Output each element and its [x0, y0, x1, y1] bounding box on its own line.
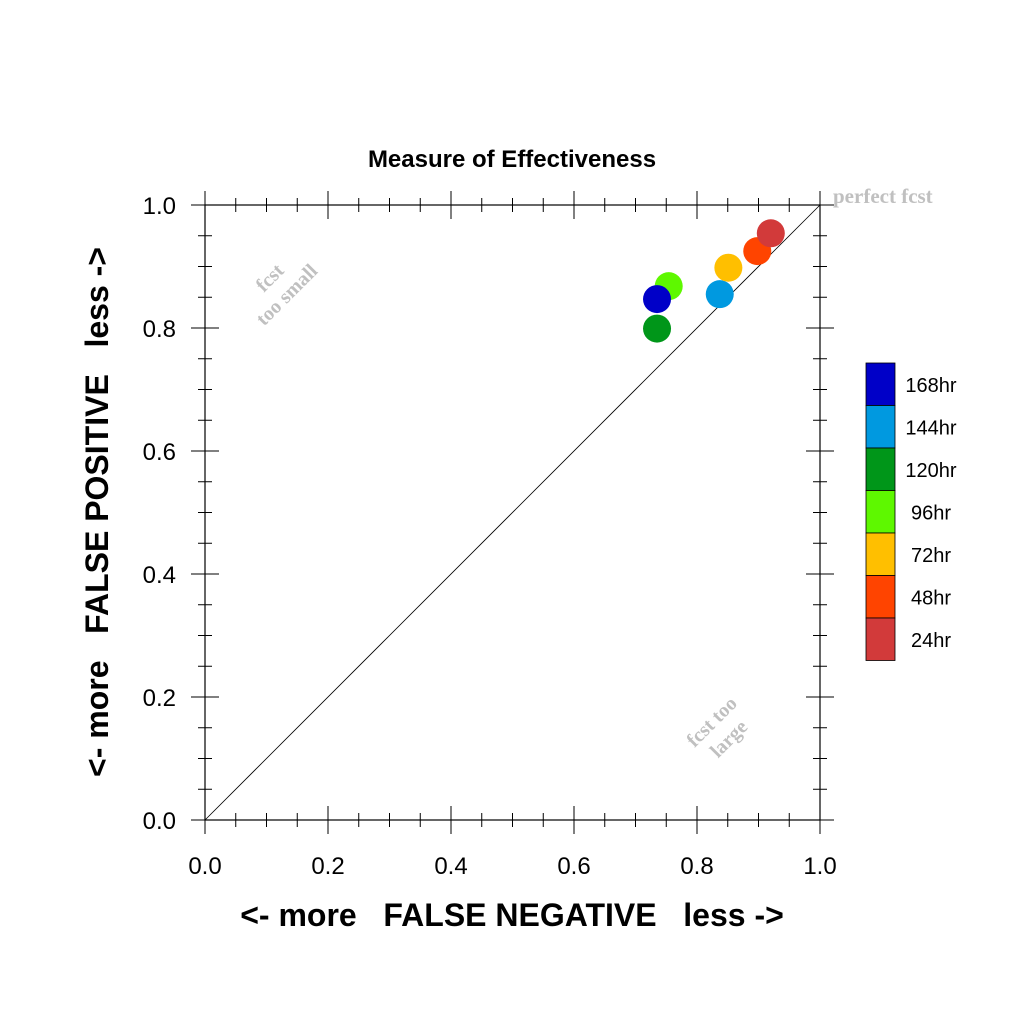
- legend-label-96hr: 96hr: [911, 503, 951, 525]
- y-tick-label: 1.0: [143, 193, 176, 220]
- legend-swatch-24hr: [865, 617, 896, 661]
- legend-label-120hr: 120hr: [905, 460, 956, 482]
- legend-swatch-48hr: [865, 575, 896, 619]
- y-tick-label: 0.0: [143, 808, 176, 835]
- annotation-fcst-too-large: fcst too large: [683, 693, 753, 763]
- x-tick-labels: 0.0 0.2 0.4 0.6 0.8 1.0: [188, 853, 836, 880]
- y-tick-label: 0.4: [143, 562, 176, 589]
- y-tick-label: 0.6: [143, 439, 176, 466]
- data-point-144hr: [705, 280, 734, 309]
- data-point-24hr: [756, 219, 785, 248]
- legend-label-72hr: 72hr: [911, 545, 951, 567]
- y-tick-label: 0.2: [143, 685, 176, 712]
- y-axis-label: <- more FALSE POSITIVE less ->: [79, 247, 115, 777]
- x-tick-label: 0.2: [311, 853, 344, 880]
- x-axis-label: <- more FALSE NEGATIVE less ->: [240, 897, 784, 933]
- data-point-72hr: [714, 253, 743, 282]
- x-tick-label: 0.6: [557, 853, 590, 880]
- legend-label-168hr: 168hr: [905, 375, 956, 397]
- annotation-fcst-too-small: fcst too small: [252, 259, 323, 330]
- x-tick-label: 0.0: [188, 853, 221, 880]
- y-tick-label: 0.8: [143, 316, 176, 343]
- data-points: [643, 219, 785, 343]
- legend-label-48hr: 48hr: [911, 588, 951, 610]
- y-tick-labels: 0.0 0.2 0.4 0.6 0.8 1.0: [143, 193, 176, 835]
- legend: 168hr 144hr 120hr 96hr 72hr 48hr 24hr: [865, 362, 957, 661]
- x-tick-label: 1.0: [803, 853, 836, 880]
- data-point-120hr: [643, 314, 672, 343]
- chart-title: Measure of Effectiveness: [368, 146, 656, 173]
- legend-swatch-96hr: [865, 490, 896, 534]
- legend-label-144hr: 144hr: [905, 418, 956, 440]
- legend-swatch-120hr: [865, 447, 896, 491]
- x-tick-label: 0.4: [434, 853, 467, 880]
- legend-swatch-168hr: [865, 362, 896, 406]
- data-point-168hr: [643, 285, 672, 314]
- legend-swatch-144hr: [865, 405, 896, 449]
- legend-label-24hr: 24hr: [911, 630, 951, 652]
- x-tick-label: 0.8: [680, 853, 713, 880]
- axis-ticks: [191, 191, 834, 834]
- legend-swatch-72hr: [865, 532, 896, 576]
- annotation-perfect-fcst: perfect fcst: [833, 184, 933, 208]
